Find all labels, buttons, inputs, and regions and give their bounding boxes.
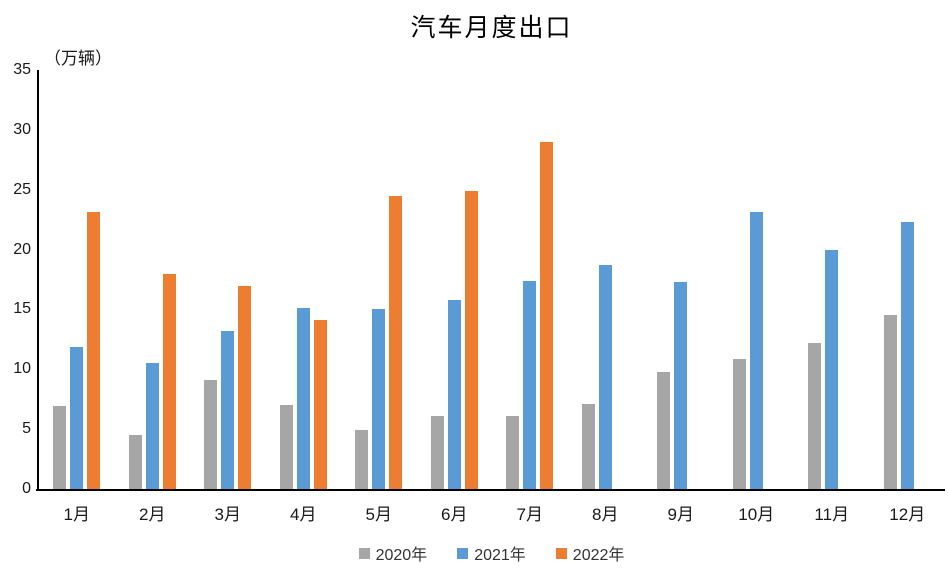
bar-2020年-8月: [581, 404, 595, 489]
bar-2021年-8月: [598, 265, 612, 489]
bar-2022年-4月: [313, 320, 327, 489]
x-axis-label-8月: 8月: [592, 505, 619, 524]
bar-group-9月: [643, 70, 719, 489]
x-axis-label-12月: 12月: [889, 505, 926, 524]
bar-2021年-12月: [900, 222, 914, 489]
x-axis-line: [36, 489, 945, 491]
y-axis-tick-label: 0: [22, 480, 31, 497]
bar-2021年-7月: [523, 280, 537, 489]
bar-2020年-9月: [657, 371, 671, 489]
x-axis-label-7月: 7月: [516, 505, 543, 524]
x-axis-label-1月: 1月: [63, 505, 90, 524]
bar-group-7月: [492, 70, 568, 489]
y-axis-tick-label: 35: [13, 61, 31, 78]
bar-2021年-6月: [447, 299, 461, 489]
bar-group-3月: [190, 70, 266, 489]
chart-title: 汽车月度出口: [410, 15, 573, 42]
y-axis-tick-label: 25: [13, 180, 31, 198]
y-axis-line: [37, 70, 39, 490]
bar-2021年-3月: [221, 330, 235, 489]
bar-group-5月: [341, 70, 417, 489]
y-axis-tick-label: 30: [13, 120, 31, 138]
bar-2021年-4月: [296, 308, 310, 489]
bar-2020年-10月: [732, 358, 746, 489]
bar-group-4月: [266, 70, 342, 489]
legend-label: 2021年: [474, 547, 526, 564]
bar-2020年-4月: [279, 405, 293, 489]
bar-2022年-6月: [464, 190, 478, 489]
bar-2021年-10月: [749, 212, 763, 489]
x-axis-label-2月: 2月: [139, 505, 166, 524]
bar-2020年-3月: [204, 380, 218, 489]
bar-2021年-2月: [145, 363, 159, 489]
bar-2022年-2月: [162, 273, 176, 489]
y-axis-unit-label: （万辆）: [44, 49, 112, 68]
y-axis-tick-label: 10: [13, 360, 31, 378]
bar-2021年-5月: [372, 309, 386, 489]
plot-area: [39, 70, 945, 489]
legend-swatch-icon: [358, 547, 370, 559]
x-axis-label-3月: 3月: [214, 505, 241, 524]
bar-group-1月: [39, 70, 115, 489]
legend-swatch-icon: [555, 547, 567, 559]
y-axis-tick-label: 15: [13, 300, 31, 318]
legend-swatch-icon: [457, 547, 469, 559]
bar-group-11月: [794, 70, 870, 489]
bar-2021年-11月: [825, 249, 839, 489]
bar-group-8月: [568, 70, 644, 489]
y-axis-tick-label: 20: [13, 240, 31, 258]
bar-2022年-3月: [238, 285, 252, 489]
legend: 2020年 2021年 2022年: [38, 541, 945, 565]
legend-item-2020年: 2020年: [358, 541, 428, 565]
bar-2020年-11月: [808, 342, 822, 489]
x-axis-label-4月: 4月: [290, 505, 317, 524]
legend-label: 2020年: [375, 547, 428, 564]
bar-2021年-1月: [70, 346, 84, 489]
y-axis-tick-label: 5: [22, 420, 31, 438]
bar-group-10月: [719, 70, 795, 489]
bar-2022年-1月: [87, 212, 101, 489]
legend-item-2022年: 2022年: [555, 541, 625, 565]
x-axis-label-6月: 6月: [441, 505, 468, 524]
x-axis-label-5月: 5月: [365, 505, 392, 524]
bar-2020年-2月: [128, 435, 142, 489]
x-axis-label-10月: 10月: [738, 505, 775, 524]
bar-2022年-7月: [540, 141, 554, 489]
x-axis-label-11月: 11月: [814, 505, 850, 524]
x-axis-labels: 1月 2月 3月 4月 5月 6月 7月 8月 9月 10月 11月 12月: [39, 500, 945, 525]
bar-2020年-1月: [53, 406, 67, 489]
bar-2020年-12月: [883, 315, 897, 489]
legend-label: 2022年: [572, 547, 625, 564]
bar-2020年-7月: [506, 415, 520, 489]
bar-group-6月: [417, 70, 493, 489]
bar-2020年-5月: [355, 430, 369, 489]
bar-group-12月: [870, 70, 946, 489]
bar-2021年-9月: [674, 281, 688, 489]
bar-2020年-6月: [430, 415, 444, 489]
bar-group-2月: [115, 70, 191, 489]
x-axis-label-9月: 9月: [667, 505, 694, 524]
legend-item-2021年: 2021年: [457, 541, 526, 565]
bar-2022年-5月: [389, 195, 403, 489]
